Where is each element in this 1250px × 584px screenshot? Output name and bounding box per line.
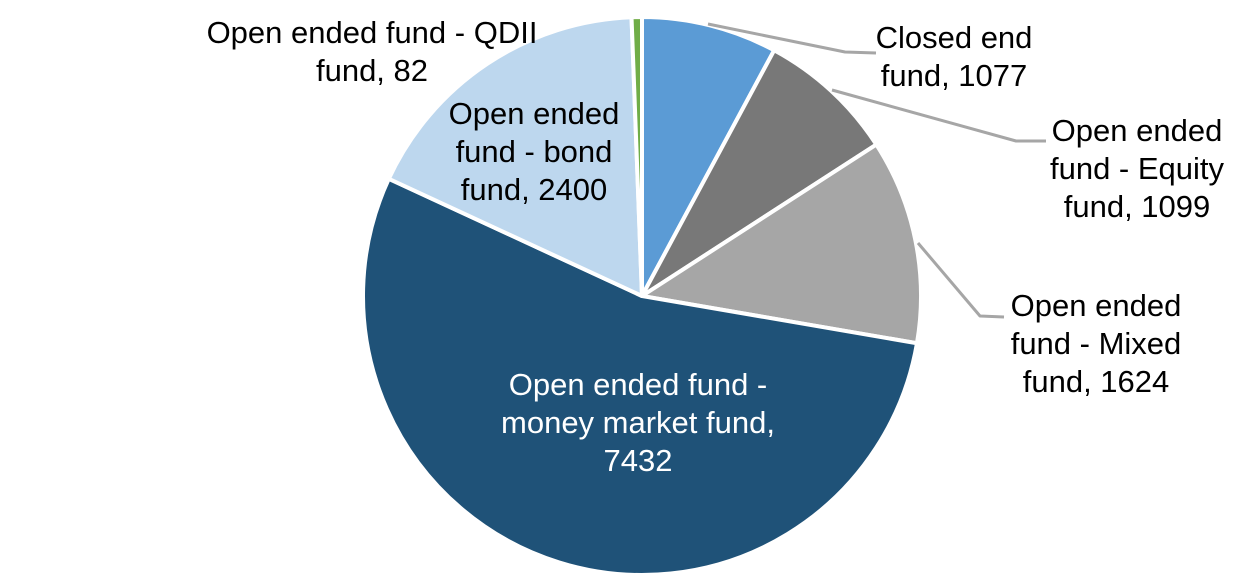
- label-line: fund - bond: [455, 134, 613, 169]
- label-line: fund - Equity: [1049, 151, 1225, 186]
- label-line: fund, 1099: [1063, 189, 1211, 224]
- label-line: Open ended: [1051, 113, 1223, 148]
- pie-slice-open-ended-fund-bond-fund: [386, 15, 644, 298]
- label-line: 7432: [603, 443, 673, 478]
- label-line: Open ended fund - QDII: [206, 15, 538, 50]
- label-line: Open ended: [1010, 288, 1182, 323]
- label-line: money market fund,: [501, 405, 775, 440]
- pie-slice-open-ended-fund-equity-fund: [640, 48, 879, 298]
- pie-slices: [361, 15, 923, 577]
- leader-line-open-ended-fund-mixed-fund: [916, 242, 1005, 319]
- label-line: fund, 82: [315, 53, 429, 88]
- label-open-ended-bond-fund: Open ended fund - bond fund, 2400: [434, 95, 634, 209]
- label-line: fund, 2400: [460, 172, 608, 207]
- label-open-ended-qdii-fund: Open ended fund - QDII fund, 82: [172, 14, 572, 90]
- label-line: Closed end: [875, 20, 1033, 55]
- label-closed-end-fund: Closed end fund, 1077: [804, 19, 1104, 95]
- leader-lines: [707, 22, 1046, 319]
- label-open-ended-money-market-fund: Open ended fund - money market fund, 743…: [488, 366, 788, 480]
- label-line: fund, 1624: [1022, 364, 1170, 399]
- label-open-ended-equity-fund: Open ended fund - Equity fund, 1099: [1037, 112, 1237, 226]
- leader-line-open-ended-fund-equity-fund: [831, 88, 1046, 143]
- label-line: fund - Mixed: [1010, 326, 1182, 361]
- label-line: Open ended: [448, 96, 620, 131]
- label-line: Open ended fund -: [508, 367, 768, 402]
- label-line: fund, 1077: [880, 58, 1028, 93]
- pie-slice-open-ended-fund-mixed-fund: [640, 142, 923, 346]
- pie-slice-open-ended-fund-qdii-fund: [629, 15, 644, 298]
- leader-line-closed-end-fund: [707, 22, 877, 55]
- label-open-ended-mixed-fund: Open ended fund - Mixed fund, 1624: [996, 287, 1196, 401]
- pie-slice-open-ended-fund-money-market-fund: [361, 176, 919, 577]
